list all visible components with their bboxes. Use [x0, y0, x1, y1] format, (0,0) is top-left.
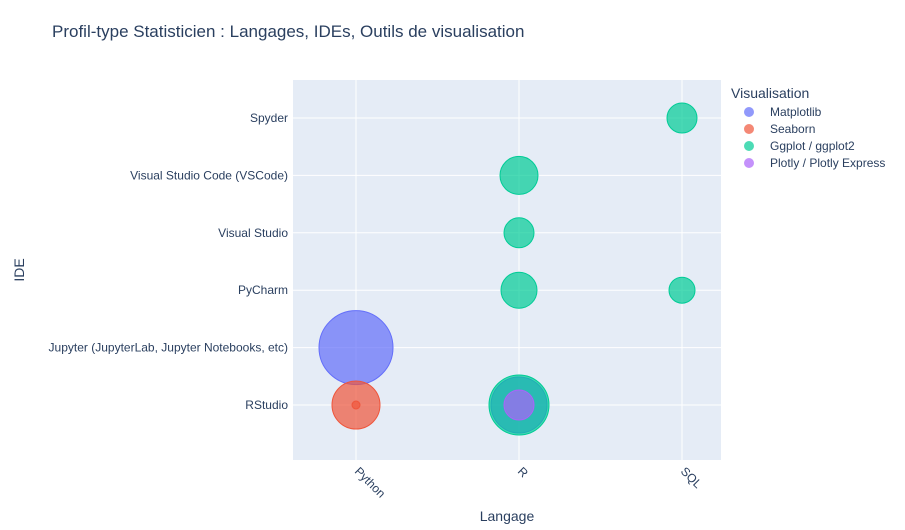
- bubble-plotly-plotly-express[interactable]: [503, 389, 535, 421]
- y-axis-title: IDE: [11, 258, 27, 281]
- legend-marker: [744, 141, 754, 151]
- x-axis-ticks: Python R SQL: [352, 464, 705, 500]
- legend-marker: [744, 124, 754, 134]
- legend: Visualisation Matplotlib Seaborn Ggplot / …: [731, 85, 885, 170]
- bubble-ggplot-ggplot2[interactable]: [666, 102, 698, 134]
- legend-title: Visualisation: [731, 85, 809, 101]
- legend-marker: [744, 158, 754, 168]
- y-tick-label: Visual Studio: [218, 226, 288, 240]
- legend-label: Matplotlib: [770, 105, 822, 119]
- legend-item[interactable]: Matplotlib: [744, 105, 822, 119]
- chart-title: Profil-type Statisticien : Langages, IDE…: [52, 22, 524, 41]
- legend-marker: [744, 107, 754, 117]
- bubble-matplotlib[interactable]: [318, 310, 394, 386]
- x-axis-title: Langage: [480, 508, 535, 524]
- legend-item[interactable]: Seaborn: [744, 122, 815, 136]
- bubble-ggplot-ggplot2[interactable]: [500, 271, 538, 309]
- y-tick-label: Visual Studio Code (VSCode): [130, 168, 288, 182]
- legend-label: Seaborn: [770, 122, 815, 136]
- legend-label: Ggplot / ggplot2: [770, 139, 855, 153]
- y-tick-label: Spyder: [250, 111, 288, 125]
- legend-label: Plotly / Plotly Express: [770, 156, 885, 170]
- bubble-ggplot-ggplot2[interactable]: [503, 217, 535, 249]
- bubbles: [318, 102, 698, 436]
- bubble-ggplot-ggplot2[interactable]: [499, 155, 539, 195]
- y-tick-label: PyCharm: [238, 283, 288, 297]
- y-tick-label: Jupyter (JupyterLab, Jupyter Notebooks, …: [49, 341, 288, 355]
- y-axis-ticks: RStudio Jupyter (JupyterLab, Jupyter Note…: [49, 111, 289, 412]
- y-tick-label: RStudio: [245, 398, 288, 412]
- bubble-seaborn[interactable]: [351, 400, 361, 410]
- legend-item[interactable]: Ggplot / ggplot2: [744, 139, 855, 153]
- bubble-ggplot-ggplot2[interactable]: [668, 276, 696, 304]
- legend-item[interactable]: Plotly / Plotly Express: [744, 156, 885, 170]
- x-tick-label: R: [515, 464, 531, 480]
- x-tick-label: SQL: [678, 464, 705, 491]
- x-tick-label: Python: [352, 464, 388, 500]
